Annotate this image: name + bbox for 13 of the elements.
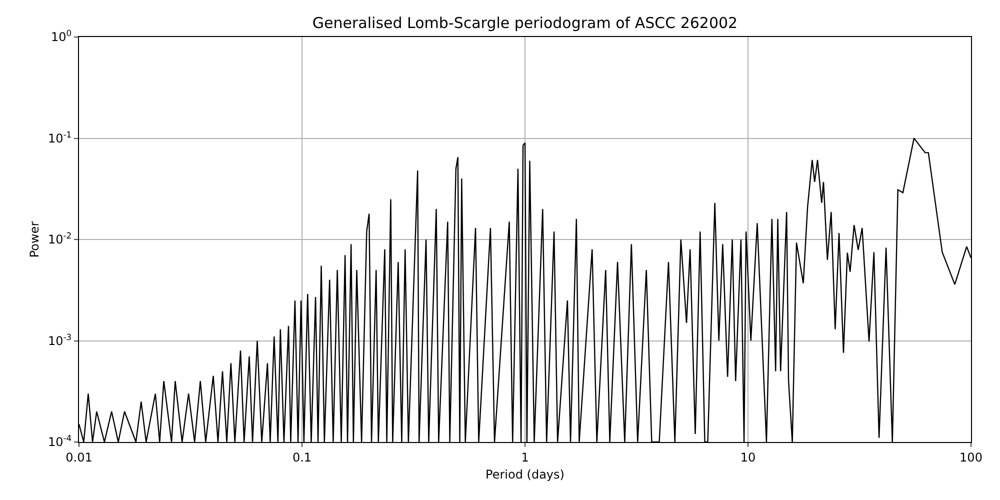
y-tick-label: 10$^{0}$	[50, 28, 72, 44]
y-tick-label: 10$^{-1}$	[48, 129, 72, 146]
y-tick-label: 10$^{-3}$	[48, 332, 72, 348]
x-tick-label: 1	[521, 450, 529, 464]
x-tick-label: 100	[960, 450, 982, 464]
y-tick-label: 10$^{-2}$	[48, 230, 72, 247]
y-tick-label: 10$^{-4}$	[48, 433, 72, 450]
chart-title: Generalised Lomb-Scargle periodogram of ASCC 262002	[312, 14, 738, 32]
x-axis-title: Period (days)	[486, 467, 564, 482]
x-tick-label: 10	[740, 450, 756, 464]
y-axis-title: Power	[27, 221, 42, 258]
x-tick-label: 0.1	[292, 450, 312, 464]
x-tick-label: 0.01	[66, 450, 92, 464]
